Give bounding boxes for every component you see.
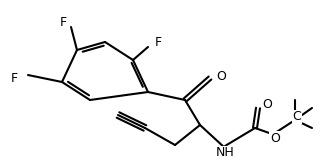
Text: O: O: [262, 98, 272, 112]
Text: F: F: [60, 15, 67, 29]
Text: F: F: [11, 72, 18, 85]
Text: C: C: [293, 111, 301, 123]
Text: O: O: [216, 70, 226, 82]
Text: NH: NH: [216, 146, 234, 159]
Text: O: O: [270, 132, 280, 144]
Text: F: F: [155, 35, 162, 49]
